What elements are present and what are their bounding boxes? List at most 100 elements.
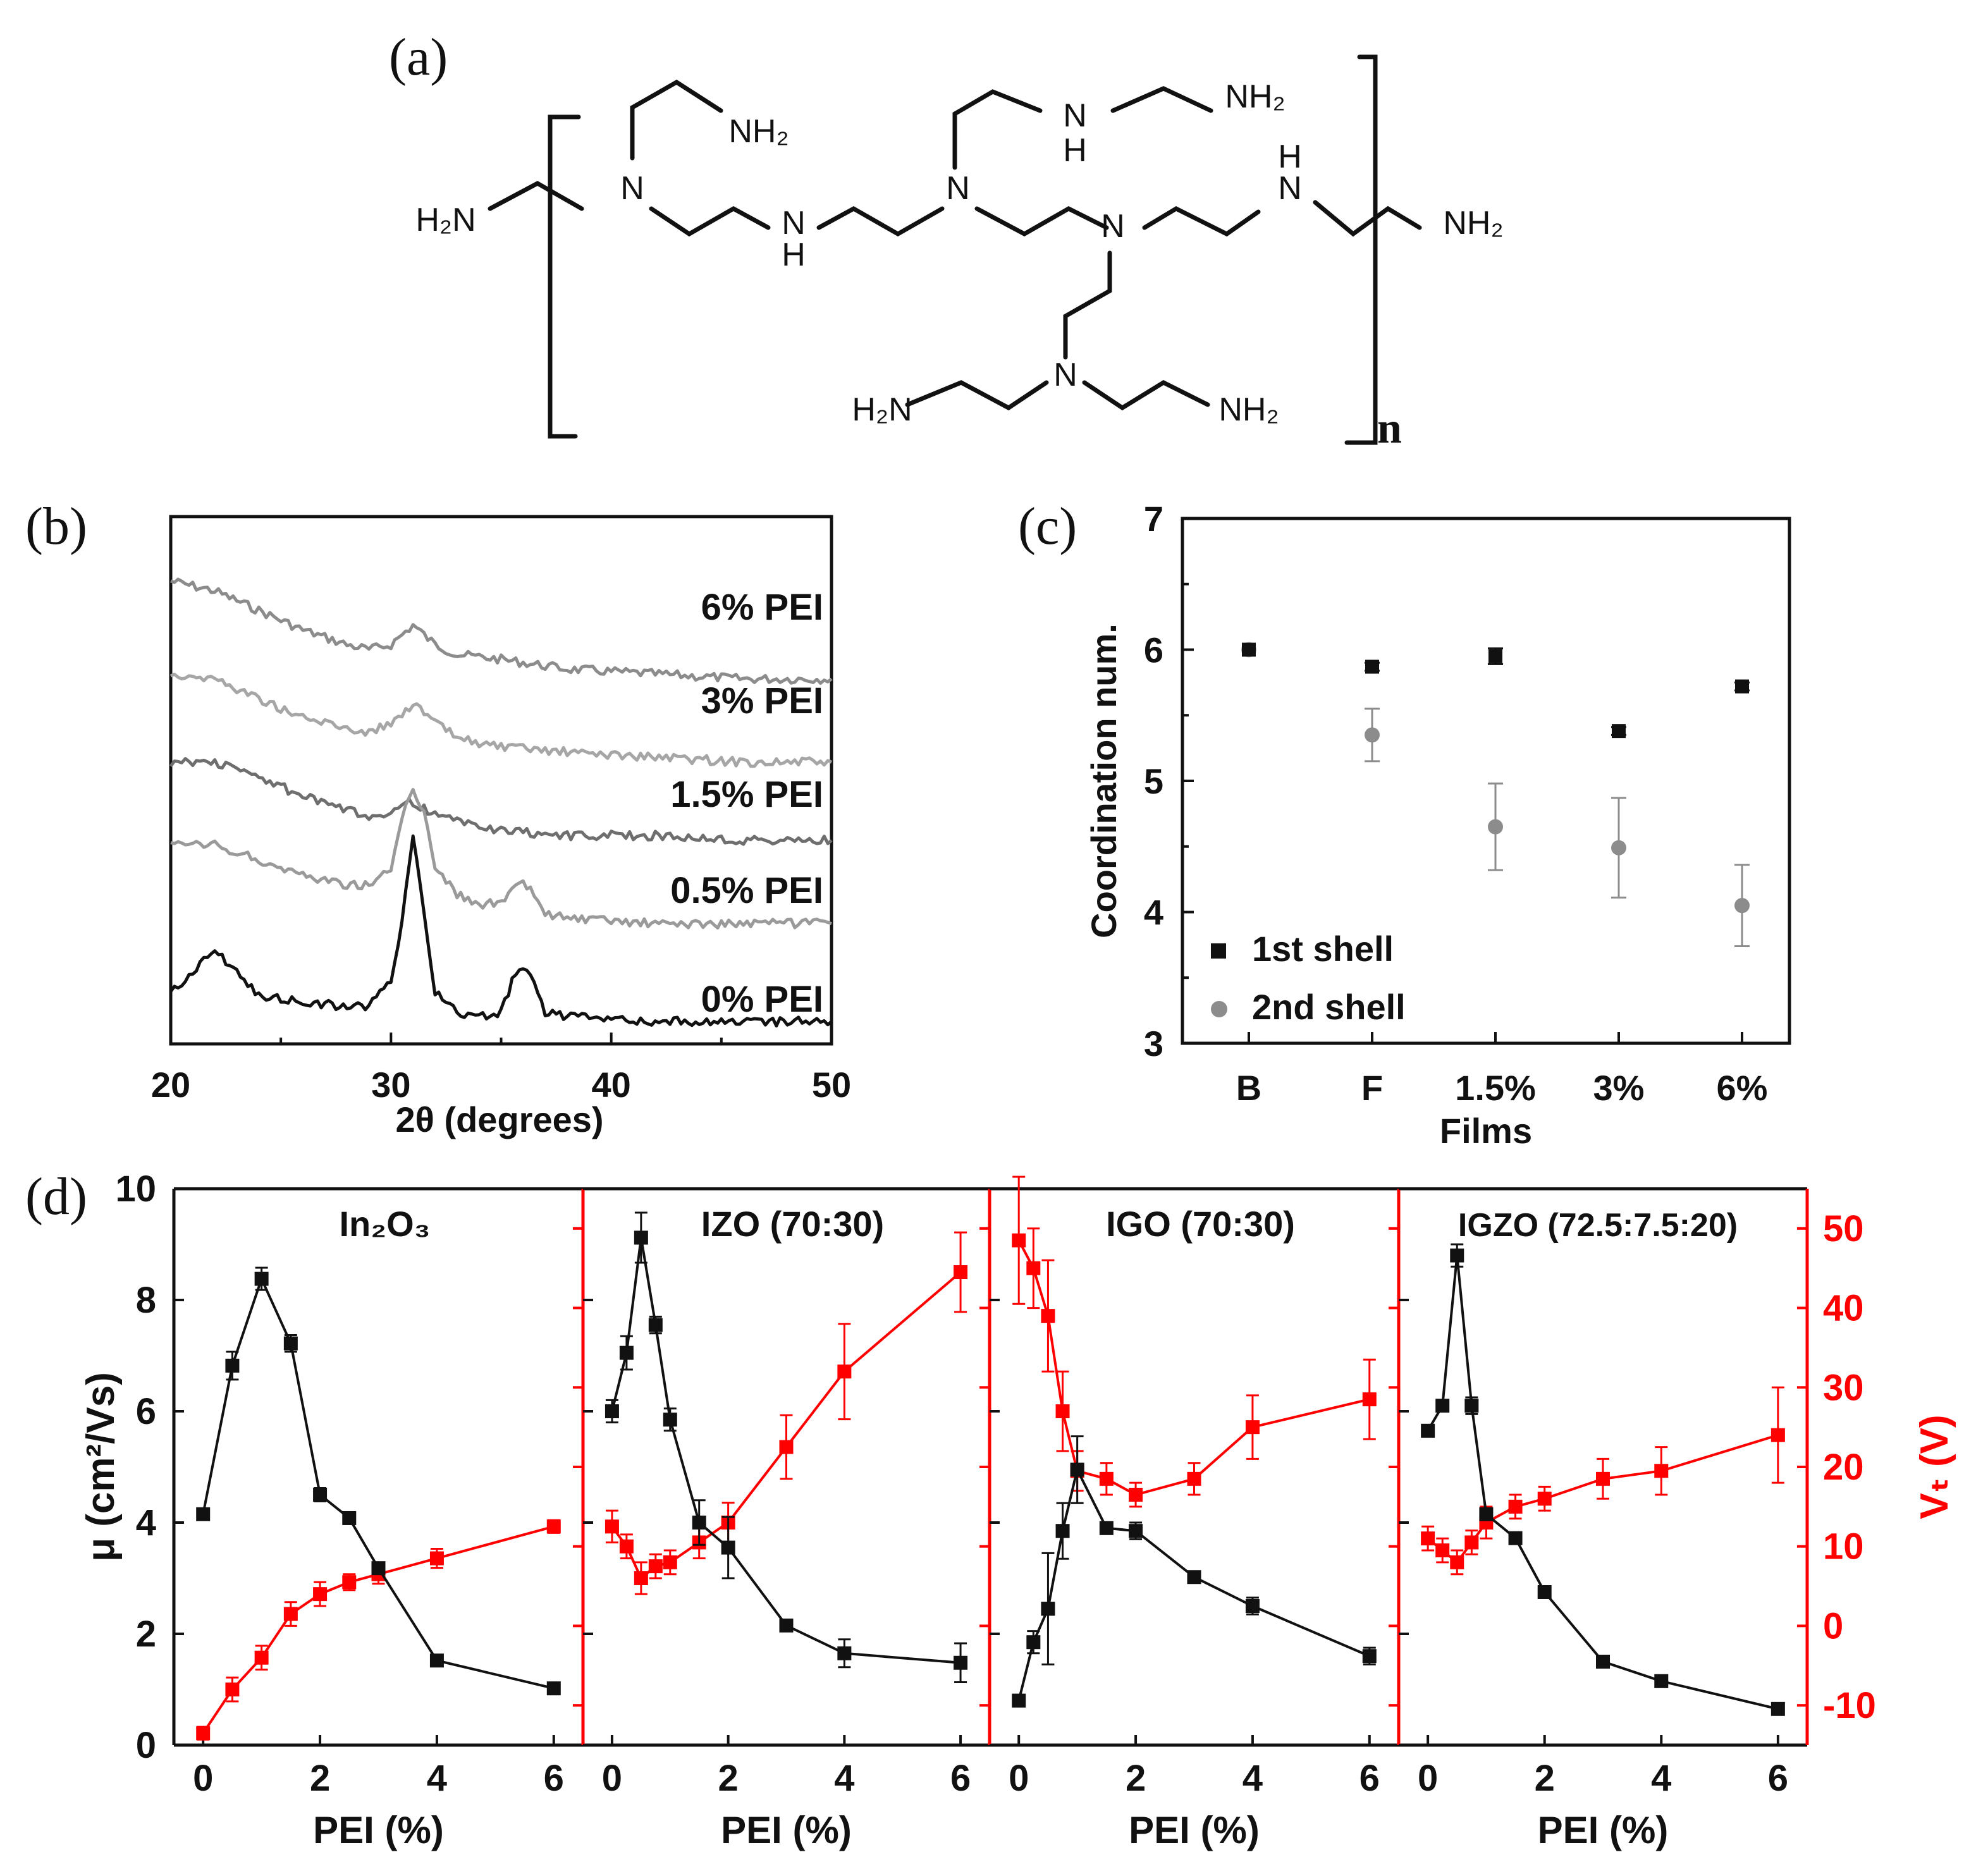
series-label: 0.5% PEI [670,870,823,911]
subplot-title: IGZO (72.5:7.5:20) [1458,1207,1738,1244]
vt-point [1537,1492,1552,1506]
first-shell-point [1612,724,1626,739]
mobility-point [225,1358,240,1373]
xrd-series-line [169,757,833,846]
mobility-point [429,1653,444,1668]
xrd-series-line [170,788,832,930]
x-tick-label: 20 [151,1065,190,1105]
vt-line [202,1525,555,1734]
vt-point [634,1571,648,1585]
x-tick-label: 2 [1126,1758,1146,1799]
y-tick-label-left: 6 [136,1391,156,1432]
subplot-title: IZO (70:30) [701,1204,884,1244]
atom-label: N [1278,170,1302,207]
x-tick-label: 0 [1418,1758,1438,1799]
vt-point [779,1440,794,1454]
vt-point [254,1650,269,1665]
y-tick-label: 7 [1144,499,1163,539]
mobility-point [1450,1248,1464,1263]
x-tick-label: 4 [1651,1758,1671,1799]
atom-label: N [782,205,806,242]
panel-d-tft-charts: (d) 0 2 4 6 8 10 0 2 4 6 PEI (%) In₂O₃ 0 2 4 6 PEI (%) IZ… [25,1167,1956,1851]
subplot-3: 0 2 4 6 PEI (%) IGO (70:30) [988,1175,1401,1851]
panel-c-coordination-chart: (c) 3 4 5 6 7 B F 1.5% 3% 6% Coordination num. Fi… [1018,497,1791,1151]
atom-label: N [1063,97,1087,134]
axis-ticks: 3 4 5 6 7 B F 1.5% 3% 6% [1144,499,1768,1108]
atom-label: N [1101,208,1125,245]
y-axis-label-left: μ (cm²/Vs) [79,1372,123,1562]
mobility-line [1017,1466,1370,1701]
atom-label: H₂N [415,202,476,238]
mobility-point [1012,1693,1026,1708]
mobility-point [313,1488,328,1502]
vt-point [225,1683,240,1696]
vt-point [837,1364,852,1379]
x-tick-label: 50 [812,1065,851,1105]
mobility-point [721,1540,735,1555]
atom-label: NH₂ [1218,391,1279,428]
y-tick-label-right: 10 [1823,1526,1864,1567]
mobility-point [779,1618,794,1633]
mobility-point [837,1646,852,1660]
vt-point [283,1607,298,1621]
x-tick-label: F [1361,1068,1383,1108]
vt-point [1508,1499,1523,1514]
vt-point [954,1265,968,1279]
mobility-point [1596,1655,1610,1669]
mobility-line [202,1275,555,1690]
vt-point [342,1575,357,1590]
atom-label: H [782,236,806,273]
vt-point [1129,1488,1143,1502]
vt-line [611,1271,962,1581]
mobility-point [1421,1423,1435,1438]
panel-c-label: (c) [1018,497,1077,556]
vt-point [1435,1543,1450,1557]
mobility-point [546,1681,561,1696]
vt-point [1012,1233,1026,1248]
x-tick-label: 6% [1717,1068,1768,1108]
panel-b-label: (b) [25,497,87,556]
x-axis-label: PEI (%) [1538,1809,1669,1851]
y-tick-label-right: 0 [1823,1605,1843,1646]
x-tick-label: 4 [1243,1758,1263,1799]
second-shell-point [1734,898,1750,914]
x-tick-label: 6 [544,1758,564,1799]
subplot-title: IGO (70:30) [1106,1204,1295,1244]
vt-point [1187,1471,1201,1486]
panel-b-xrd-chart: (b) 6% PEI 3% PEI 1.5% PEI 0.5% PEI 0% PEI 2… [25,497,851,1139]
x-tick-label: 4 [427,1758,447,1799]
vt-point [1362,1392,1377,1407]
x-tick-label: 0 [193,1758,213,1799]
mobility-point [619,1346,634,1360]
mobility-point [1508,1531,1523,1545]
x-tick-label: 0 [1009,1758,1029,1799]
data-points [1241,642,1750,947]
mobility-point [1070,1462,1084,1477]
x-axis-label: Films [1440,1111,1532,1151]
x-axis-ticks: 20 30 40 50 [151,1033,851,1105]
legend-marker-circle [1211,1001,1227,1017]
first-shell-point [1488,649,1502,663]
atom-label: N [1053,357,1077,393]
x-axis-label: PEI (%) [1129,1809,1260,1851]
y-tick-label-right: 30 [1823,1367,1864,1408]
mobility-point [1537,1585,1552,1599]
legend-label: 2nd shell [1252,987,1406,1027]
mobility-point [634,1230,648,1245]
xrd-series-line [169,672,832,768]
x-tick-label: 2 [1535,1758,1555,1799]
x-tick-label: 3% [1593,1068,1645,1108]
y-tick-label: 3 [1144,1024,1163,1064]
y-tick-label-right: 20 [1823,1447,1864,1488]
y-tick-label-left: 10 [115,1168,156,1210]
vt-point [1099,1471,1114,1486]
mobility-point [1055,1524,1070,1538]
panel-d-label: (d) [25,1167,87,1226]
series-label: 0% PEI [701,979,823,1020]
mobility-point [604,1404,619,1418]
mobility-point [663,1413,677,1427]
atom-label: N [946,170,970,207]
x-tick-label: 6 [950,1758,971,1799]
structure-atoms: H₂N N NH₂ N H N N H NH₂ N H N NH₂ N H₂N … [415,78,1503,428]
